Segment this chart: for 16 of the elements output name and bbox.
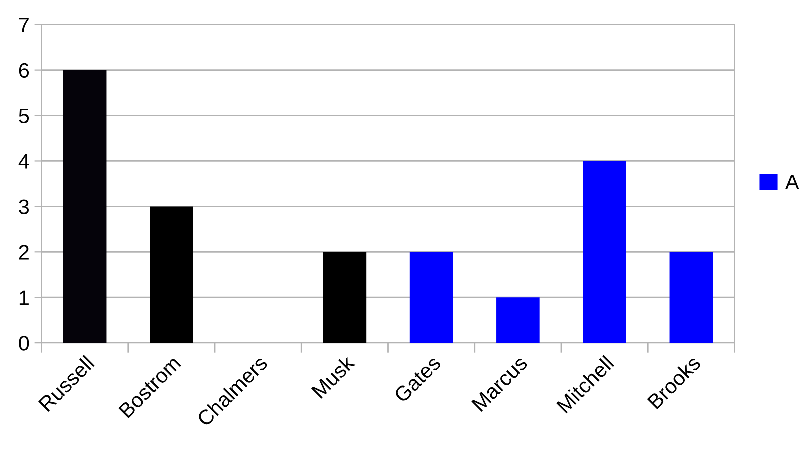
y-tick-label: 6: [19, 63, 30, 78]
y-tick-label: 3: [19, 200, 30, 214]
bar: [670, 252, 714, 344]
legend-label: A: [785, 175, 800, 190]
bar: [583, 161, 626, 344]
y-tick-label: 4: [18, 154, 30, 169]
bar: [63, 70, 107, 344]
bar: [496, 298, 540, 344]
bar: [150, 206, 194, 344]
y-tick-label: 5: [19, 108, 30, 124]
y-tick-label: 1: [20, 290, 29, 306]
y-tick-label: 7: [19, 18, 29, 32]
y-tick-label: 0: [19, 336, 30, 351]
y-tick-label: 2: [19, 245, 29, 260]
bar: [410, 252, 454, 344]
bar: [323, 252, 367, 344]
